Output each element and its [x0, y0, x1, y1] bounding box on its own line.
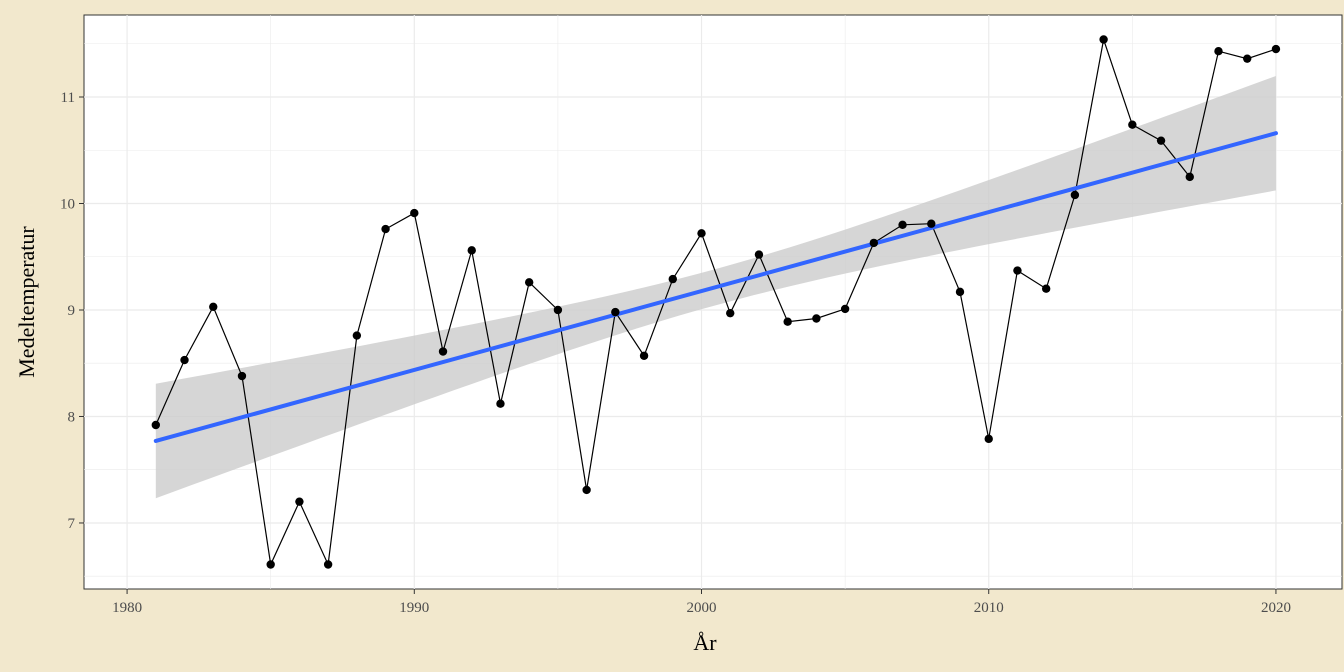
data-point	[898, 220, 907, 229]
data-point	[237, 371, 247, 381]
y-tick-label: 10	[60, 196, 75, 212]
x-tick-label: 1990	[399, 600, 429, 616]
x-axis: 1980 1990 2000 2010 2020	[112, 589, 1291, 616]
data-point	[553, 305, 563, 315]
data-point	[754, 250, 764, 259]
data-point	[1070, 190, 1080, 200]
y-tick-label: 7	[68, 516, 76, 532]
data-point	[668, 274, 677, 284]
data-point	[840, 304, 850, 314]
x-tick-label: 1980	[112, 600, 142, 616]
y-tick-label: 9	[68, 303, 76, 319]
data-point	[783, 317, 792, 326]
data-point	[438, 347, 448, 356]
data-point	[410, 208, 419, 218]
data-point	[295, 497, 304, 506]
data-point	[1041, 284, 1051, 293]
grid	[84, 15, 1342, 589]
data-point	[1013, 266, 1022, 275]
data-point	[467, 246, 476, 255]
data-point	[726, 308, 735, 318]
series-line	[155, 37, 1277, 567]
data-point	[927, 219, 936, 228]
data-point	[1271, 44, 1281, 54]
data-point	[381, 224, 390, 234]
x-tick-label: 2020	[1261, 600, 1291, 616]
data-point	[984, 434, 993, 444]
trend-line	[153, 131, 1278, 443]
data-points	[151, 35, 1281, 569]
data-point	[496, 399, 505, 408]
data-point	[1185, 172, 1194, 182]
data-point	[869, 238, 879, 248]
data-point	[1214, 47, 1223, 56]
y-tick-label: 11	[61, 90, 75, 106]
data-point	[1243, 54, 1252, 63]
data-point	[611, 307, 620, 317]
y-tick-label: 8	[68, 409, 76, 425]
data-point	[352, 331, 362, 340]
x-tick-label: 2010	[974, 600, 1004, 616]
y-axis-title: Medeltemperatur	[14, 226, 39, 378]
data-point	[180, 355, 189, 365]
y-axis: 7 8 9 10 11	[60, 90, 84, 532]
data-point	[955, 287, 965, 297]
data-point	[266, 560, 275, 569]
data-point	[812, 314, 821, 323]
data-point	[1099, 35, 1108, 44]
data-point	[209, 302, 218, 311]
data-point	[323, 560, 333, 569]
data-point	[151, 420, 161, 430]
data-point	[697, 229, 706, 238]
data-point	[1156, 136, 1166, 145]
data-point	[524, 278, 534, 287]
data-point	[1128, 120, 1137, 129]
x-axis-title: År	[693, 630, 717, 655]
data-point	[582, 485, 591, 495]
x-tick-label: 2000	[687, 600, 717, 616]
data-point	[639, 351, 649, 360]
